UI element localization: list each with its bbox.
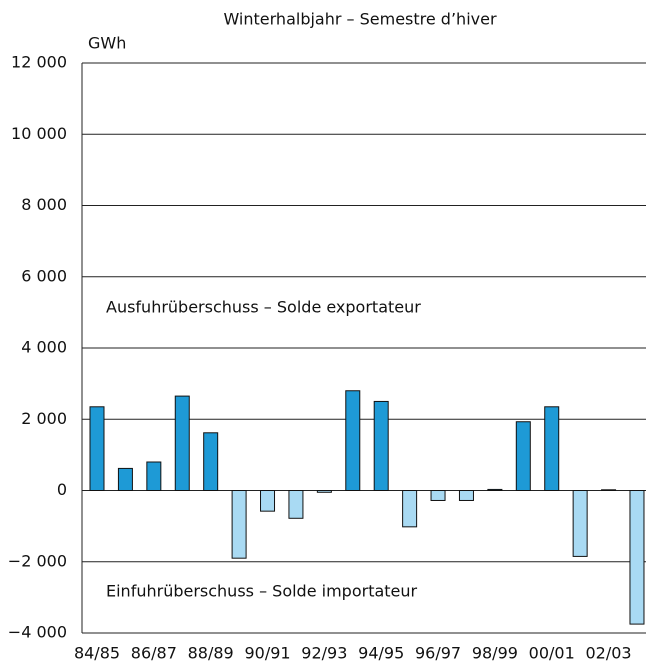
y-tick-label: 2 000 [21, 409, 67, 428]
bar [544, 406, 560, 491]
x-tick-label: 98/99 [472, 644, 518, 663]
chart-title: Winterhalbjahr – Semestre d’hiver [223, 10, 496, 29]
bar [146, 461, 162, 491]
y-tick-label: 4 000 [21, 338, 67, 357]
annotation: Ausfuhrüberschuss – Solde exportateur [106, 298, 421, 317]
y-tick-label: 12 000 [11, 53, 67, 72]
bar [430, 490, 446, 501]
x-tick-label: 90/91 [244, 644, 290, 663]
x-tick-label: 84/85 [74, 644, 120, 663]
y-tick-label: −4 000 [8, 623, 67, 642]
x-tick-label: 88/89 [188, 644, 234, 663]
bar [117, 467, 133, 492]
bar [515, 421, 531, 491]
y-tick-label: 8 000 [21, 195, 67, 214]
bar [316, 490, 332, 493]
x-tick-label: 96/97 [415, 644, 461, 663]
bar [458, 490, 474, 501]
bar [345, 390, 361, 491]
x-tick-label: 94/95 [358, 644, 404, 663]
bar [89, 406, 105, 491]
bar [487, 488, 503, 491]
bar [174, 395, 190, 491]
annotation: Einfuhrüberschuss – Solde importateur [106, 582, 418, 601]
bar [629, 490, 645, 625]
x-tick-label: 86/87 [131, 644, 177, 663]
y-tick-label: 6 000 [21, 266, 67, 285]
bar [231, 490, 247, 559]
bar [601, 489, 617, 492]
bar [260, 490, 276, 512]
bar [203, 432, 219, 492]
y-unit: GWh [88, 34, 126, 53]
x-tick-label: 92/93 [301, 644, 347, 663]
y-tick-label: −2 000 [8, 551, 67, 570]
y-tick-label: 0 [57, 480, 67, 499]
x-tick-label: 02/03 [586, 644, 632, 663]
x-tick-label: 00/01 [529, 644, 575, 663]
bar [288, 490, 304, 519]
bar [572, 490, 588, 557]
bar [402, 490, 418, 528]
bar [373, 400, 389, 491]
y-tick-label: 10 000 [11, 124, 67, 143]
